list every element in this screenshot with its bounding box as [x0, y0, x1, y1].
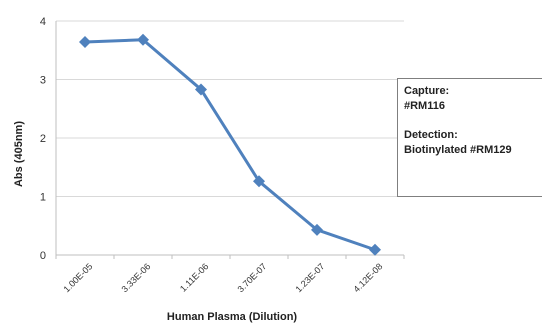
x-tick-label: 4.12E-08 [352, 261, 385, 294]
x-tick-label: 1.23E-07 [294, 261, 327, 294]
capture-value: #RM116 [404, 100, 445, 112]
data-point [311, 223, 323, 236]
y-tick-labels: 0 1 2 3 4 [40, 16, 46, 262]
y-tick-label: 1 [40, 192, 46, 204]
data-point [369, 243, 381, 256]
x-tick-label: 3.70E-07 [236, 261, 269, 294]
y-tick-label: 4 [40, 16, 46, 28]
y-axis-title: Abs (405nm) [13, 121, 25, 187]
series [79, 33, 381, 256]
capture-label: Capture: [404, 85, 450, 97]
x-tick-labels: 1.00E-05 3.33E-06 1.11E-06 3.70E-07 1.23E-07… [62, 261, 385, 294]
y-tick-label: 0 [40, 250, 46, 262]
data-point [137, 33, 149, 46]
axes [55, 21, 405, 259]
data-point [79, 36, 91, 49]
x-tick-label: 1.00E-05 [62, 261, 95, 294]
x-axis-title: Human Plasma (Dilution) [167, 311, 298, 323]
data-point [253, 175, 265, 188]
detection-value: Biotinylated #RM129 [404, 144, 512, 156]
y-tick-label: 3 [40, 75, 46, 87]
series-line [84, 38, 376, 252]
annotation-box: Capture: #RM116 Detection: Biotinylated … [397, 78, 542, 197]
x-tick-label: 1.11E-06 [178, 261, 210, 293]
data-point [195, 83, 207, 96]
detection-label: Detection: [404, 129, 458, 141]
x-tick-label: 3.33E-06 [120, 261, 153, 294]
y-tick-label: 2 [40, 133, 46, 145]
gridlines [56, 20, 404, 197]
